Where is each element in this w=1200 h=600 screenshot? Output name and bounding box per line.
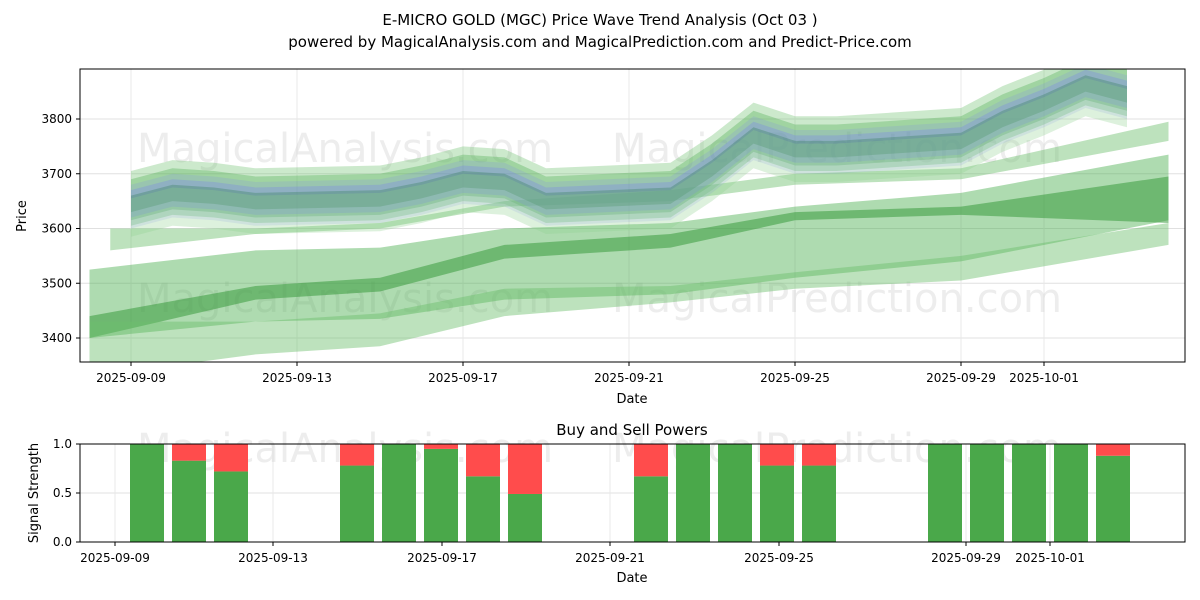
buy-bar: [676, 444, 710, 542]
grid: [80, 69, 1185, 362]
buy-bar: [1012, 444, 1046, 542]
y-tick-label: 0.5: [53, 486, 72, 500]
sell-bar: [466, 444, 500, 477]
y-tick-label: 3800: [41, 112, 72, 126]
wave-band: [131, 69, 1127, 229]
x-tick-label: 2025-09-21: [594, 371, 664, 385]
price-chart: 3400 3500 3600 3700 3800 2025-09-09 2025-09-13…: [41, 68, 1186, 385]
plot-frame: [79, 68, 1186, 363]
buy-bar: [760, 465, 794, 542]
bands: [89, 69, 1169, 362]
watermark: MagicalPrediction.com: [612, 276, 1062, 322]
watermark: MagicalAnalysis.com: [137, 126, 553, 172]
x-tick-label: 2025-09-25: [744, 551, 814, 565]
x-tick-label: 2025-09-09: [80, 551, 150, 565]
buy-bar: [130, 444, 164, 542]
x-tick-label: 2025-10-01: [1009, 371, 1079, 385]
chart-title: E-MICRO GOLD (MGC) Price Wave Trend Anal…: [382, 11, 817, 29]
buy-bar: [718, 444, 752, 542]
top-y-label: Price: [15, 200, 30, 232]
sell-bar: [634, 444, 668, 477]
price-band: [131, 69, 1127, 218]
sell-bar: [508, 444, 542, 494]
x-tick-label: 2025-09-17: [407, 551, 477, 565]
sell-bar: [1096, 444, 1130, 456]
x-tick-label: 2025-09-21: [575, 551, 645, 565]
x-tick-label: 2025-09-09: [96, 371, 166, 385]
buy-bar: [928, 444, 962, 542]
x-tick-label: 2025-10-01: [1015, 551, 1085, 565]
bottom-x-label: Date: [616, 571, 647, 586]
buy-bar: [382, 444, 416, 542]
sell-bar: [340, 444, 374, 466]
buy-bar: [424, 448, 458, 542]
y-tick-label: 3600: [41, 222, 72, 236]
signal-chart: 0.0 0.5 1.0 2025-09-09 2025-09-13 2025-09-17 2…: [53, 426, 1186, 565]
sell-bar: [214, 444, 248, 472]
top-x-label: Date: [616, 392, 647, 407]
buy-bar: [634, 476, 668, 542]
wave-band: [131, 77, 1127, 237]
bars: [130, 444, 1130, 542]
buy-bar: [802, 465, 836, 542]
chart-subtitle: powered by MagicalAnalysis.com and Magic…: [288, 33, 912, 51]
trend-band: [89, 176, 1169, 338]
x-tick-label: 2025-09-13: [238, 551, 308, 565]
watermark: MagicalPrediction.com: [612, 126, 1062, 172]
x-tick-label: 2025-09-25: [760, 371, 830, 385]
x-tick-label: 2025-09-13: [262, 371, 332, 385]
trend-band: [89, 223, 1169, 362]
y-tick-label: 1.0: [53, 437, 72, 451]
x-tick-label: 2025-09-17: [428, 371, 498, 385]
wave-band: [131, 69, 1127, 221]
wave-band: [131, 69, 1127, 226]
sell-bar: [760, 444, 794, 466]
buy-bar: [508, 493, 542, 542]
buy-bar: [214, 471, 248, 542]
buy-bar: [1096, 455, 1130, 542]
buy-bar: [1054, 444, 1088, 542]
bottom-y-label: Signal Strength: [27, 443, 42, 543]
y-tick-label: 3500: [41, 276, 72, 290]
x-tick-label: 2025-09-29: [926, 371, 996, 385]
y-tick-label: 3700: [41, 167, 72, 181]
buy-bar: [172, 460, 206, 542]
buy-bar: [466, 476, 500, 542]
trend-band: [110, 121, 1169, 251]
sell-bar: [172, 444, 206, 461]
buy-bar: [340, 465, 374, 542]
y-tick-label: 0.0: [53, 535, 72, 549]
bottom-title: Buy and Sell Powers: [556, 421, 708, 439]
buy-bar: [970, 444, 1004, 542]
plot-frame: [79, 443, 1186, 543]
y-tick-label: 3400: [41, 331, 72, 345]
x-tick-label: 2025-09-29: [931, 551, 1001, 565]
wave-band: [131, 75, 1127, 213]
sell-bar: [424, 444, 458, 449]
sell-bar: [802, 444, 836, 466]
